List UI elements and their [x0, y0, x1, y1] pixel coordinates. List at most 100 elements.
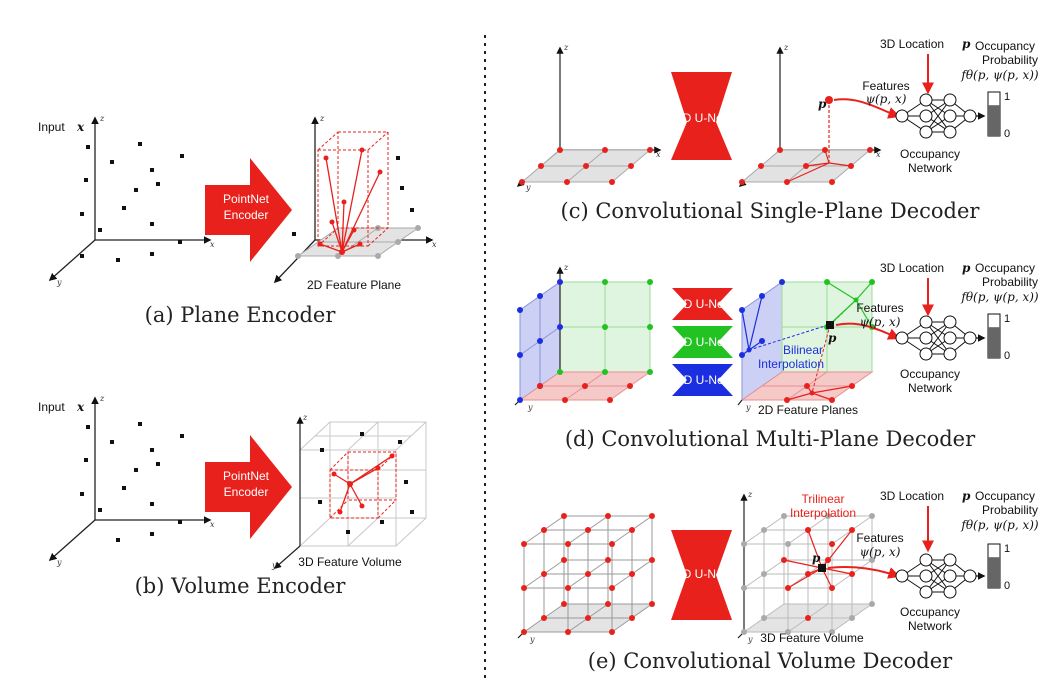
interp-label-e2: Interpolation: [790, 506, 856, 520]
net-label-c2: Network: [908, 161, 953, 175]
caption-d: (d) Convolutional Multi-Plane Decoder: [565, 427, 976, 451]
net-label-d2: Network: [908, 381, 953, 395]
net-label-c1: Occupancy: [900, 147, 960, 161]
axis-z-label: z: [563, 43, 569, 52]
occ-title-e1: Occupancy: [975, 489, 1035, 503]
axis-z-label: z: [563, 263, 569, 272]
feature-plane-c-right: p: [739, 96, 901, 185]
occupancy-network-c: 3D Location p Features ψ(p, x) Occupancy…: [862, 37, 1039, 175]
point-label-c: p: [818, 97, 827, 111]
encoder-label-a2: Encoder: [224, 208, 269, 222]
occ-func-c: fθ(p, ψ(p, x)): [960, 68, 1039, 82]
location-var-e: p: [962, 489, 971, 503]
axes-a-left: z x y: [48, 114, 215, 287]
feature-plane-a: [292, 131, 421, 259]
net-label-d1: Occupancy: [900, 367, 960, 381]
features-label-e: Features: [856, 531, 903, 545]
bar-bottom-c: 0: [1004, 128, 1010, 140]
occ-title-d1: Occupancy: [975, 261, 1035, 275]
encoder-label-b2: Encoder: [224, 485, 269, 499]
query-point-c: [825, 96, 833, 104]
unet-label-d1: 2D U-Net: [677, 297, 728, 311]
unet-label-d3: 2D U-Net: [677, 373, 728, 387]
location-label-e: 3D Location: [880, 489, 944, 503]
unet-2d-c: 2D U-Net: [671, 72, 732, 160]
location-label-c: 3D Location: [880, 37, 944, 51]
net-label-e1: Occupancy: [900, 605, 960, 619]
panel-d: z y 2D U-Net 2D U-Net 2D U-Net y: [514, 261, 1039, 451]
multi-plane-cube-right: y p Bilinear Interpolation: [737, 279, 901, 412]
axis-x-label: x: [210, 240, 215, 249]
bar-top-e: 1: [1004, 543, 1010, 555]
axis-z-label: z: [302, 413, 308, 422]
caption-b: (b) Volume Encoder: [135, 574, 347, 598]
feature-plane-c-left: [519, 147, 653, 185]
unet-label-c: 2D U-Net: [676, 111, 727, 125]
axis-y-label: y: [747, 635, 753, 644]
net-label-e2: Network: [908, 619, 953, 633]
point-cloud-b: [80, 422, 184, 542]
unet-label-e: 3D U-Net: [676, 567, 727, 581]
axis-z-label: z: [319, 114, 325, 123]
axis-y-label: y: [525, 183, 531, 192]
features-func-c: ψ(p, x): [866, 92, 907, 106]
unet-label-d2: 2D U-Net: [677, 335, 728, 349]
bar-top-d: 1: [1004, 313, 1010, 325]
axes-b-left: z x y: [48, 394, 215, 567]
bar-top-c: 1: [1004, 91, 1010, 103]
input-label-b: Input: [38, 400, 65, 414]
axis-y-label: y: [56, 558, 62, 567]
occupancy-fill-c: [988, 105, 1000, 136]
panel-c: z x y 2D U-Net z x p: [516, 37, 1039, 223]
location-var-d: p: [962, 261, 971, 275]
occ-func-e: fθ(p, ψ(p, x)): [960, 518, 1039, 532]
bar-bottom-d: 0: [1004, 350, 1010, 362]
unet-3d-e: 3D U-Net: [671, 530, 732, 620]
axis-y-label: y: [271, 561, 277, 570]
feature-volume-e-left: y: [517, 513, 655, 644]
axis-z-label: z: [783, 43, 789, 52]
location-var-c: p: [962, 37, 971, 51]
input-label-a: Input: [38, 120, 65, 134]
point-cloud-a: [80, 142, 184, 262]
occupancy-network-e: 3D Location p Features ψ(p, x) Occupancy…: [856, 489, 1039, 633]
point-label-d: p: [828, 331, 837, 345]
axis-z-label: z: [99, 394, 105, 403]
axis-x-label: x: [656, 150, 661, 159]
unet-blue-d: [672, 364, 733, 396]
occ-func-d: fθ(p, ψ(p, x)): [960, 290, 1039, 304]
pointnet-encoder-arrow-a: PointNet Encoder: [205, 158, 292, 262]
features-func-e: ψ(p, x): [860, 545, 901, 559]
interp-label-d1: Bilinear: [783, 343, 823, 357]
pointnet-encoder-arrow-b: PointNet Encoder: [205, 435, 292, 539]
axis-y-label: y: [529, 635, 535, 644]
feature-plane-label: 2D Feature Plane: [307, 278, 401, 292]
location-label-d: 3D Location: [880, 261, 944, 275]
axis-y-label: y: [527, 403, 533, 412]
multi-plane-cube-left: z y: [514, 263, 653, 412]
feature-volume-e-right: z y p Trilinear Interpolation: [737, 490, 901, 644]
encoder-label-a1: PointNet: [223, 192, 270, 206]
query-point-d: [826, 321, 834, 329]
axis-x-label: x: [210, 520, 215, 529]
occ-title-c1: Occupancy: [975, 39, 1035, 53]
input-var-a: x: [76, 120, 85, 134]
feature-volume-label-b: 3D Feature Volume: [298, 555, 402, 569]
caption-e: (e) Convolutional Volume Decoder: [588, 649, 953, 673]
occupancy-fill-d: [988, 327, 1000, 358]
panel-a: z x y Input x PointNet Encoder z x: [38, 114, 437, 327]
point-label-e: p: [812, 551, 821, 565]
panel-e: y 3D U-Net z y: [517, 489, 1039, 673]
features-func-d: ψ(p, x): [860, 315, 901, 329]
interp-label-e1: Trilinear: [802, 492, 845, 506]
caption-c: (c) Convolutional Single-Plane Decoder: [561, 199, 981, 223]
occ-title-c2: Probability: [982, 53, 1038, 67]
unet-red-d: [672, 288, 733, 320]
input-var-b: x: [76, 400, 85, 414]
caption-a: (a) Plane Encoder: [145, 303, 337, 327]
unet-green-d: [672, 326, 733, 358]
axis-x-label: x: [876, 150, 881, 159]
interp-label-d2: Interpolation: [758, 357, 824, 371]
features-label-c: Features: [862, 79, 909, 93]
feature-planes-label-d: 2D Feature Planes: [758, 403, 858, 417]
